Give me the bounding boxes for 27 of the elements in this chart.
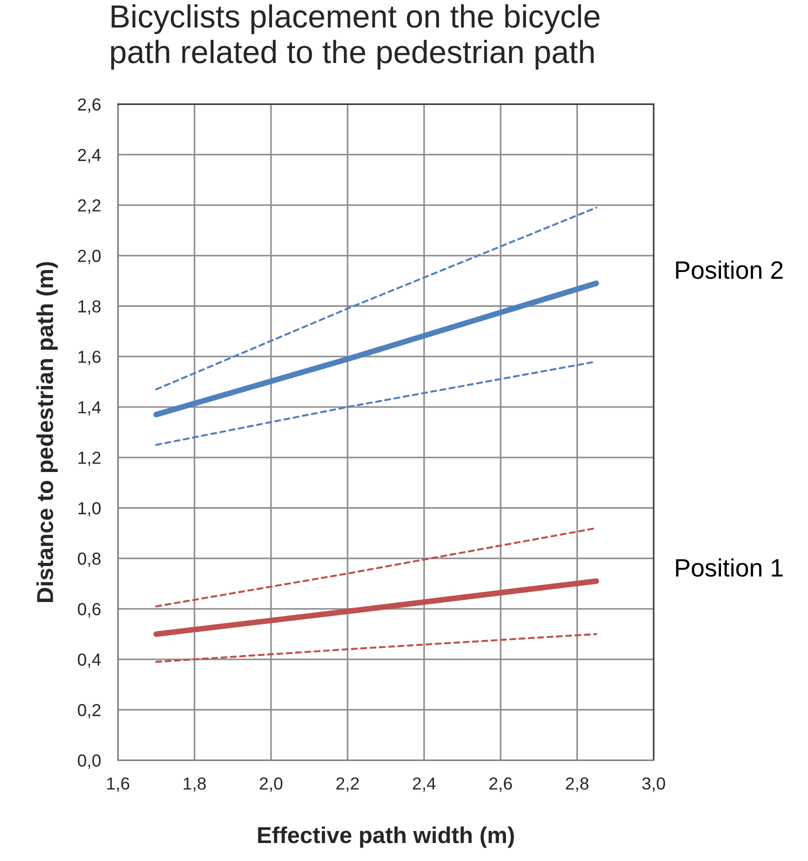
y-tick-label: 2,2 — [78, 199, 100, 214]
y-tick-label: 0,6 — [78, 603, 101, 618]
y-tick-label: 1,8 — [78, 300, 101, 315]
x-tick-label: 2,8 — [566, 777, 588, 792]
y-tick-label: 1,2 — [78, 452, 100, 466]
x-tick-label: 2,6 — [489, 777, 512, 792]
y-tick-label: 1,0 — [78, 502, 101, 516]
x-tick-label: 1,6 — [107, 777, 130, 792]
y-tick-label: 0,8 — [78, 552, 101, 567]
y-tick-label: 2,0 — [78, 250, 101, 264]
chart-title: Bicyclists placement on the bicycle path related to the pedestrian path — [111, 4, 600, 70]
y-tick-label: 0,0 — [78, 754, 101, 769]
x-tick-label: 2,0 — [260, 777, 282, 792]
y-tick-label: 2,4 — [78, 148, 101, 164]
x-tick-label: 1,8 — [184, 777, 206, 792]
x-tick-label: 2,4 — [412, 777, 436, 792]
text: Position 1 — [676, 558, 783, 577]
y-tick-label: 0,2 — [78, 704, 100, 718]
x-axis-title: Effective path width (m) — [258, 826, 514, 848]
x-tick-label: 2,2 — [336, 777, 359, 792]
y-tick-label: 1,6 — [78, 350, 101, 366]
y-tick-label: 2,6 — [78, 98, 101, 113]
text: Position 2 — [676, 260, 783, 279]
y-axis-title: Distance to pedestrian path (m) — [36, 262, 58, 602]
x-tick-label: 3,0 — [642, 777, 666, 792]
y-tick-label: 0,4 — [78, 653, 101, 668]
y-tick-label: 1,4 — [78, 401, 101, 416]
